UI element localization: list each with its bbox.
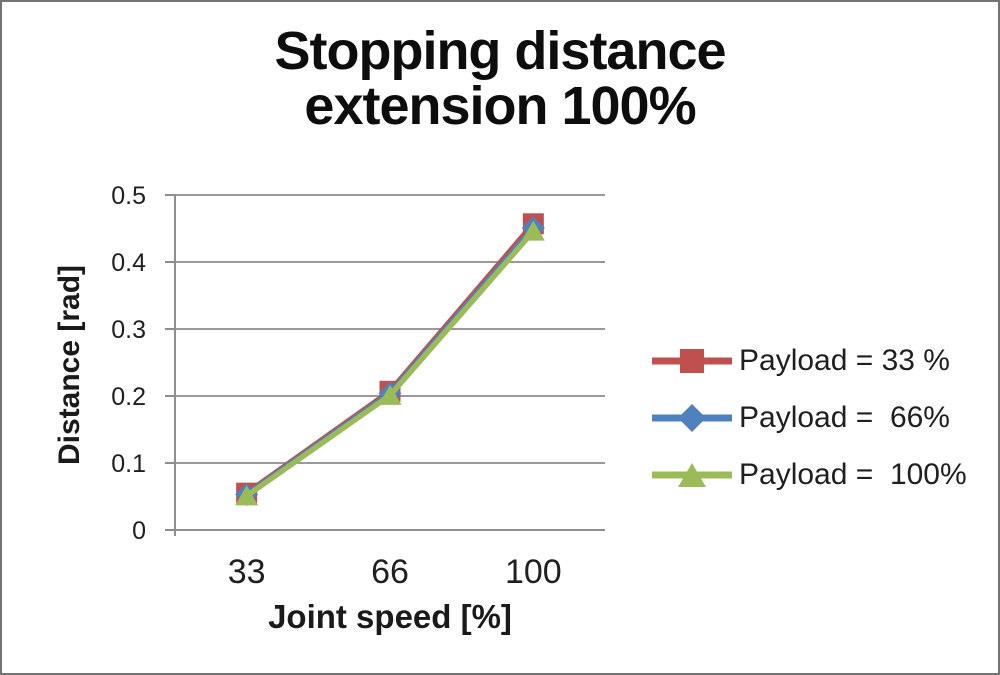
series-marker-triangle: [235, 485, 259, 506]
legend-item-1: Payload = 33 %: [650, 332, 967, 389]
x-tick-label: 66: [371, 553, 409, 591]
legend: Payload = 33 % Payload = 66% Payload = 100…: [650, 332, 967, 503]
y-tick-label: 0: [132, 517, 146, 545]
series-marker-triangle: [521, 220, 545, 241]
y-tick-label: 0.2: [111, 383, 146, 411]
y-tick-label: 0.3: [111, 316, 146, 344]
legend-marker-square-icon: [652, 348, 732, 373]
legend-label: Payload = 33 %: [739, 343, 950, 377]
y-tick-label: 0.1: [111, 450, 146, 478]
chart-title-line2: extension 100%: [304, 76, 696, 136]
x-tick-label: 100: [505, 553, 562, 591]
y-tick-label: 0.5: [111, 182, 146, 210]
chart-title: Stopping distance extension 100%: [2, 24, 998, 134]
chart-title-line1: Stopping distance: [274, 21, 726, 81]
series-line-diamond: [243, 225, 537, 498]
legend-marker-diamond-icon: [652, 403, 732, 432]
legend-label: Payload = 66%: [739, 400, 950, 434]
x-tick-label: 33: [228, 553, 266, 591]
series-line-square: [243, 221, 537, 496]
series-marker-triangle: [378, 384, 402, 405]
legend-item-2: Payload = 66%: [650, 389, 967, 446]
y-tick-label: 0.4: [111, 249, 146, 277]
legend-item-3: Payload = 100%: [650, 446, 967, 503]
x-axis-title: Joint speed [%]: [268, 598, 512, 635]
legend-label: Payload = 100%: [739, 457, 967, 491]
legend-marker-triangle-icon: [652, 462, 732, 487]
y-axis-title: Distance [rad]: [53, 264, 86, 466]
